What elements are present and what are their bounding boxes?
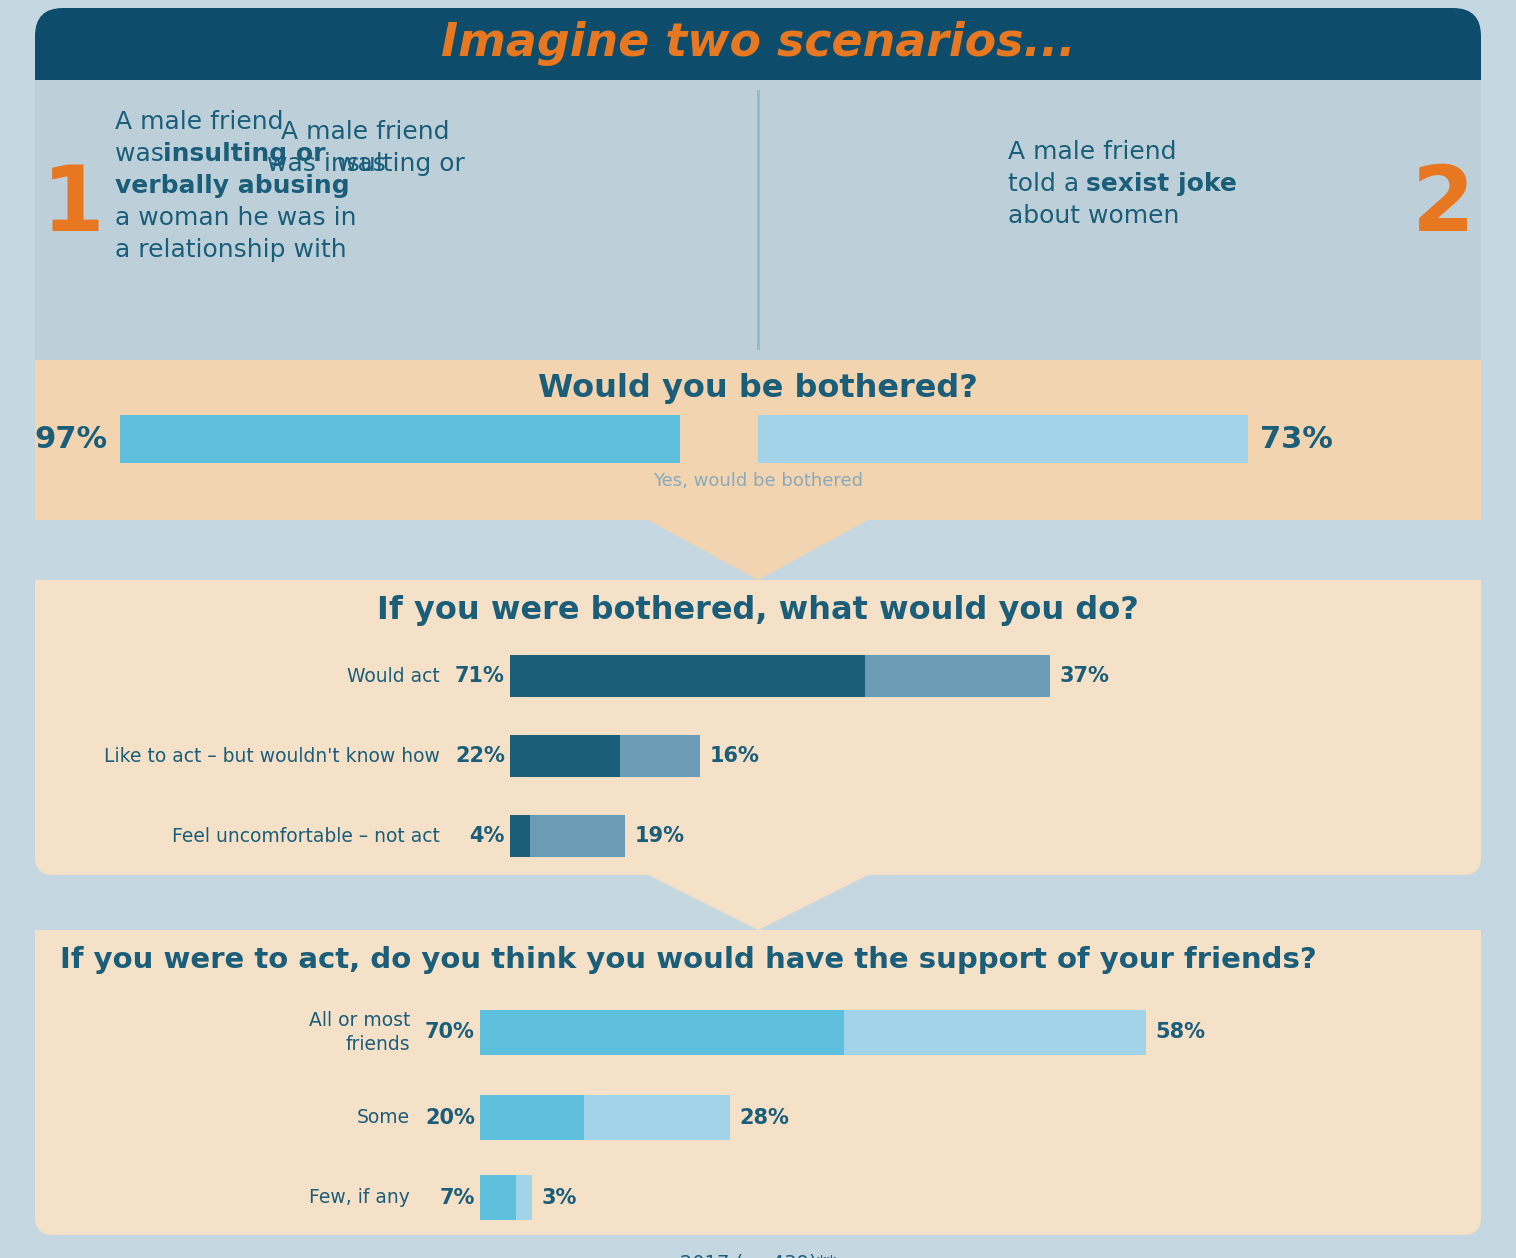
Bar [620, 735, 700, 777]
Bar [35, 81, 1481, 109]
Bar [35, 360, 1481, 370]
Text: 70%: 70% [424, 1023, 475, 1043]
Text: If you were bothered, what would you do?: If you were bothered, what would you do? [377, 595, 1139, 625]
Text: verbally abusing: verbally abusing [115, 174, 350, 198]
Text: was: was [115, 142, 171, 166]
Text: a woman he was in: a woman he was in [115, 206, 356, 230]
Text: Feel uncomfortable – not act: Feel uncomfortable – not act [173, 827, 440, 845]
Text: 37%: 37% [1060, 665, 1110, 686]
Text: Would you be bothered?: Would you be bothered? [538, 372, 978, 404]
FancyBboxPatch shape [35, 580, 1481, 876]
Text: Yes, would be bothered: Yes, would be bothered [653, 472, 863, 491]
Text: 16%: 16% [709, 746, 760, 766]
Bar [481, 1175, 517, 1220]
FancyBboxPatch shape [35, 8, 1481, 81]
Bar [756, 91, 760, 350]
Bar [531, 815, 625, 857]
Text: insulting or: insulting or [164, 142, 326, 166]
Polygon shape [647, 876, 869, 930]
Text: a relationship with: a relationship with [115, 238, 347, 262]
Text: 73%: 73% [1260, 424, 1333, 453]
FancyBboxPatch shape [35, 81, 1481, 360]
Text: was ​​​​​​​insulting or: was ​​​​​​​insulting or [267, 152, 464, 176]
Text: 58%: 58% [1155, 1023, 1205, 1043]
Text: told a: told a [1008, 172, 1087, 196]
Text: All or most
friends: All or most friends [309, 1011, 409, 1054]
FancyBboxPatch shape [35, 360, 1481, 520]
FancyBboxPatch shape [35, 930, 1481, 1235]
Text: 20%: 20% [424, 1107, 475, 1127]
Text: 3%: 3% [543, 1188, 578, 1208]
Bar [509, 655, 866, 697]
FancyBboxPatch shape [35, 8, 1481, 1240]
Bar [758, 415, 1248, 463]
Text: 7%: 7% [440, 1188, 475, 1208]
Text: Some: Some [356, 1108, 409, 1127]
Text: 28%: 28% [740, 1107, 790, 1127]
Polygon shape [647, 520, 869, 580]
Text: about women: about women [1008, 204, 1179, 228]
Bar [509, 735, 620, 777]
Text: 4%: 4% [470, 827, 505, 845]
Text: Imagine two scenarios...: Imagine two scenarios... [441, 21, 1075, 67]
Text: A male friend: A male friend [115, 109, 283, 135]
Text: Would act: Would act [347, 667, 440, 686]
Bar [120, 415, 681, 463]
Bar [866, 655, 1051, 697]
Bar [35, 36, 1481, 81]
Bar [481, 1010, 844, 1055]
Text: sexist joke: sexist joke [1085, 172, 1237, 196]
Text: 2017 (n=439)**: 2017 (n=439)** [679, 1253, 837, 1258]
Text: 2: 2 [1411, 162, 1475, 250]
Text: 19%: 19% [635, 827, 685, 845]
Text: 97%: 97% [35, 424, 108, 453]
Text: 22%: 22% [455, 746, 505, 766]
Bar [844, 1010, 1146, 1055]
Text: A male friend: A male friend [282, 120, 450, 143]
Text: 1: 1 [41, 162, 105, 250]
Text: Like to act – but wouldn't know how: Like to act – but wouldn't know how [105, 746, 440, 766]
Bar [509, 815, 531, 857]
Text: was: was [337, 152, 394, 176]
Bar [35, 930, 1481, 949]
Bar [35, 580, 1481, 598]
Bar [584, 1094, 729, 1140]
Text: 71%: 71% [455, 665, 505, 686]
Text: A male friend: A male friend [1008, 140, 1176, 164]
Text: If you were to act, do you think you would have the support of your friends?: If you were to act, do you think you wou… [61, 946, 1317, 974]
Bar [481, 1094, 584, 1140]
Text: Few, if any: Few, if any [309, 1188, 409, 1206]
Bar [517, 1175, 532, 1220]
